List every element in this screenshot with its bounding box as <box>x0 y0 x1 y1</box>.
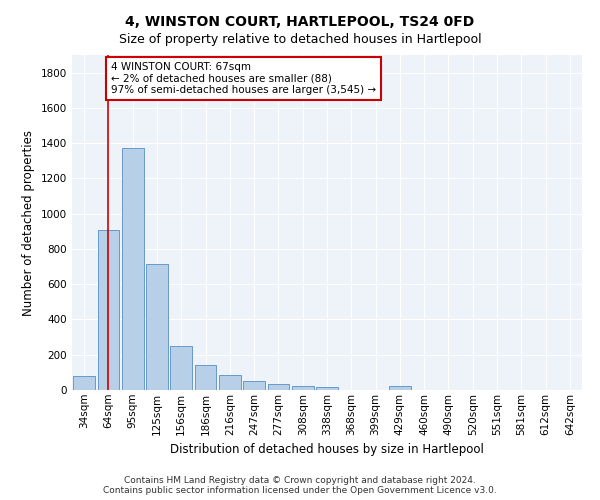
Bar <box>316 387 338 390</box>
Bar <box>219 375 241 390</box>
Bar <box>268 384 289 390</box>
Bar <box>146 264 168 390</box>
Bar <box>194 366 217 390</box>
Bar <box>292 386 314 390</box>
Text: Size of property relative to detached houses in Hartlepool: Size of property relative to detached ho… <box>119 32 481 46</box>
Bar <box>389 386 411 390</box>
Text: 4, WINSTON COURT, HARTLEPOOL, TS24 0FD: 4, WINSTON COURT, HARTLEPOOL, TS24 0FD <box>125 15 475 29</box>
X-axis label: Distribution of detached houses by size in Hartlepool: Distribution of detached houses by size … <box>170 443 484 456</box>
Bar <box>97 230 119 390</box>
Bar <box>243 381 265 390</box>
Text: Contains HM Land Registry data © Crown copyright and database right 2024.
Contai: Contains HM Land Registry data © Crown c… <box>103 476 497 495</box>
Bar <box>122 148 143 390</box>
Text: 4 WINSTON COURT: 67sqm
← 2% of detached houses are smaller (88)
97% of semi-deta: 4 WINSTON COURT: 67sqm ← 2% of detached … <box>111 62 376 96</box>
Bar <box>73 376 95 390</box>
Bar <box>170 346 192 390</box>
Y-axis label: Number of detached properties: Number of detached properties <box>22 130 35 316</box>
